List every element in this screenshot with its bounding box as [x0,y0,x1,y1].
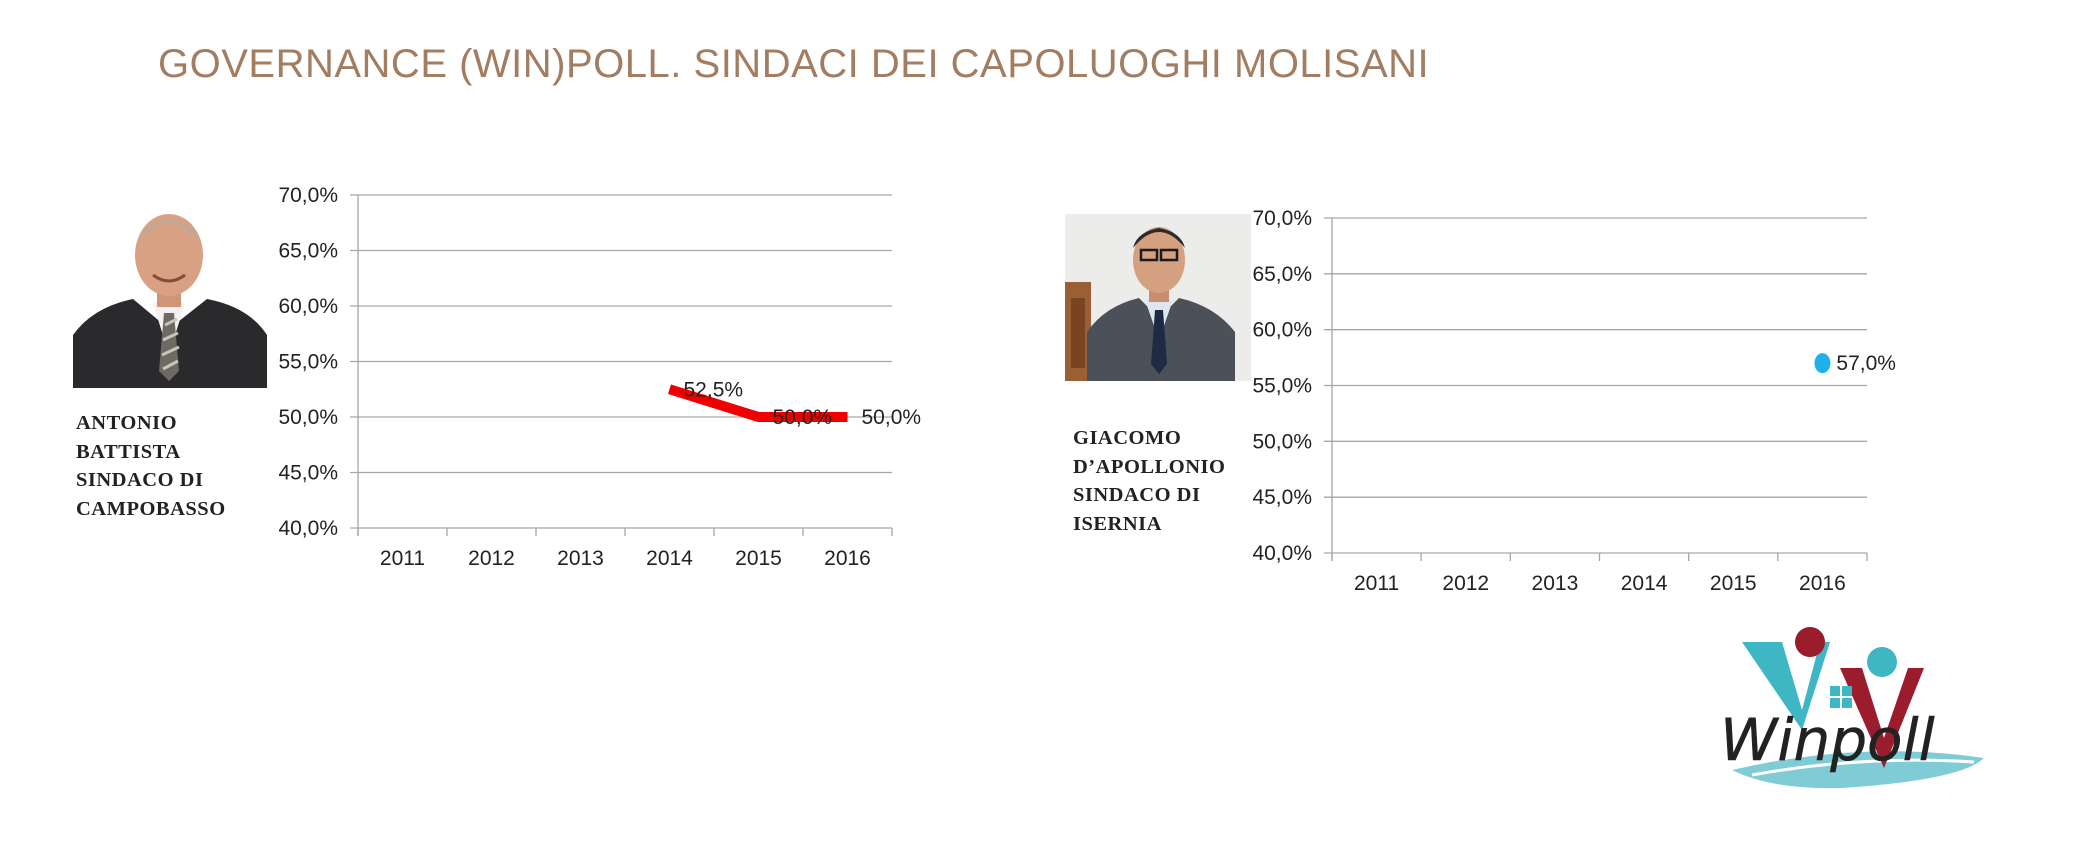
y-tick-label: 60,0% [278,295,338,318]
y-tick-label: 45,0% [1252,486,1312,509]
y-tick-label: 70,0% [1252,207,1312,230]
x-tick-label: 2015 [1710,572,1757,595]
y-tick-label: 65,0% [1252,263,1312,286]
y-tick-label: 40,0% [278,517,338,540]
x-tick-label: 2013 [1532,572,1579,595]
logo-wordmark: Winpoll [1720,706,1935,774]
mayor-name-line: D’APOLLONIO [1073,455,1226,478]
y-tick-label: 50,0% [1252,430,1312,453]
data-label: 50,0% [862,406,922,429]
page-title: GOVERNANCE (WIN)POLL. SINDACI DEI CAPOLU… [158,42,1430,86]
x-tick-label: 2016 [824,547,871,570]
x-tick-label: 2014 [1621,572,1668,595]
y-tick-label: 50,0% [278,406,338,429]
x-tick-label: 2012 [468,547,515,570]
data-label: 50,0% [773,406,833,429]
x-tick-label: 2015 [735,547,782,570]
y-tick-label: 65,0% [278,240,338,263]
x-tick-label: 2011 [380,547,425,570]
data-label: 52,5% [684,378,744,401]
mayor-name-line: BATTISTA [76,440,181,463]
mayor-photo-campobasso [73,195,267,388]
x-tick-label: 2012 [1442,572,1489,595]
y-tick-label: 60,0% [1252,319,1312,342]
mayor-name-campobasso: ANTONIO BATTISTA SINDACO DI CAMPOBASSO [76,409,226,523]
y-tick-label: 55,0% [278,351,338,374]
data-point-isernia [1814,353,1831,374]
x-tick-label: 2011 [1354,572,1399,595]
data-label: 57,0% [1836,352,1896,375]
mayor-name-line: GIACOMO [1073,427,1182,449]
mayor-name-line: SINDACO DI [76,469,204,491]
mayor-name-line: ANTONIO [76,412,178,434]
mayor-name-line: ISERNIA [1073,512,1162,535]
y-tick-label: 55,0% [1252,375,1312,398]
x-tick-label: 2016 [1799,572,1846,595]
mayor-name-isernia: GIACOMO D’APOLLONIO SINDACO DI ISERNIA [1073,424,1225,538]
mayor-name-line: SINDACO DI [1073,484,1201,506]
winpoll-logo: Winpoll [1712,620,1992,795]
y-tick-label: 45,0% [278,462,338,485]
mayor-name-line: CAMPOBASSO [76,497,226,520]
x-tick-label: 2013 [557,547,604,570]
series-line-campobasso [668,384,848,422]
y-tick-label: 70,0% [278,184,338,207]
mayor-photo-isernia [1065,214,1251,381]
y-tick-label: 40,0% [1252,542,1312,565]
x-tick-label: 2014 [646,547,693,570]
